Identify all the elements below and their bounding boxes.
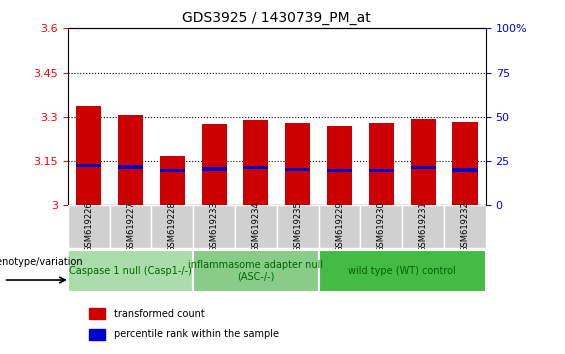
Bar [76, 107, 101, 205]
Bar [411, 119, 436, 205]
Text: genotype/variation: genotype/variation [0, 257, 83, 267]
FancyBboxPatch shape [319, 205, 360, 248]
Bar [202, 124, 227, 205]
Bar [89, 308, 106, 319]
Bar [202, 167, 227, 171]
Text: GSM619228: GSM619228 [168, 201, 177, 252]
Bar [369, 123, 394, 205]
Bar [118, 115, 143, 205]
Bar [285, 167, 310, 171]
Text: GSM619233: GSM619233 [210, 201, 219, 252]
Bar [76, 164, 101, 167]
Bar [89, 329, 106, 340]
Bar [118, 165, 143, 169]
Title: GDS3925 / 1430739_PM_at: GDS3925 / 1430739_PM_at [182, 11, 371, 24]
Bar [453, 122, 477, 205]
Text: wild type (WT) control: wild type (WT) control [349, 266, 456, 276]
FancyBboxPatch shape [193, 205, 235, 248]
Text: GSM619229: GSM619229 [335, 201, 344, 252]
Text: GSM619232: GSM619232 [460, 201, 470, 252]
Bar [244, 166, 268, 169]
Bar [327, 169, 352, 172]
FancyBboxPatch shape [360, 205, 402, 248]
Bar [411, 166, 436, 169]
Text: percentile rank within the sample: percentile rank within the sample [114, 329, 279, 339]
FancyBboxPatch shape [402, 205, 444, 248]
Text: GSM619227: GSM619227 [126, 201, 135, 252]
Bar [160, 169, 185, 172]
Text: inflammasome adapter null
(ASC-/-): inflammasome adapter null (ASC-/-) [188, 260, 324, 282]
Text: GSM619226: GSM619226 [84, 201, 93, 252]
FancyBboxPatch shape [151, 205, 193, 248]
Bar [160, 156, 185, 205]
Text: transformed count: transformed count [114, 309, 205, 319]
FancyBboxPatch shape [235, 205, 277, 248]
Bar [244, 120, 268, 205]
Bar [327, 126, 352, 205]
FancyBboxPatch shape [319, 250, 486, 292]
FancyBboxPatch shape [68, 205, 110, 248]
FancyBboxPatch shape [193, 250, 319, 292]
Text: GSM619231: GSM619231 [419, 201, 428, 252]
FancyBboxPatch shape [444, 205, 486, 248]
Text: Caspase 1 null (Casp1-/-): Caspase 1 null (Casp1-/-) [69, 266, 192, 276]
Bar [285, 123, 310, 205]
Text: GSM619235: GSM619235 [293, 201, 302, 252]
FancyBboxPatch shape [277, 205, 319, 248]
FancyBboxPatch shape [110, 205, 151, 248]
Text: GSM619230: GSM619230 [377, 201, 386, 252]
FancyBboxPatch shape [68, 250, 193, 292]
Text: GSM619234: GSM619234 [251, 201, 260, 252]
Bar [453, 168, 477, 172]
Bar [369, 169, 394, 172]
